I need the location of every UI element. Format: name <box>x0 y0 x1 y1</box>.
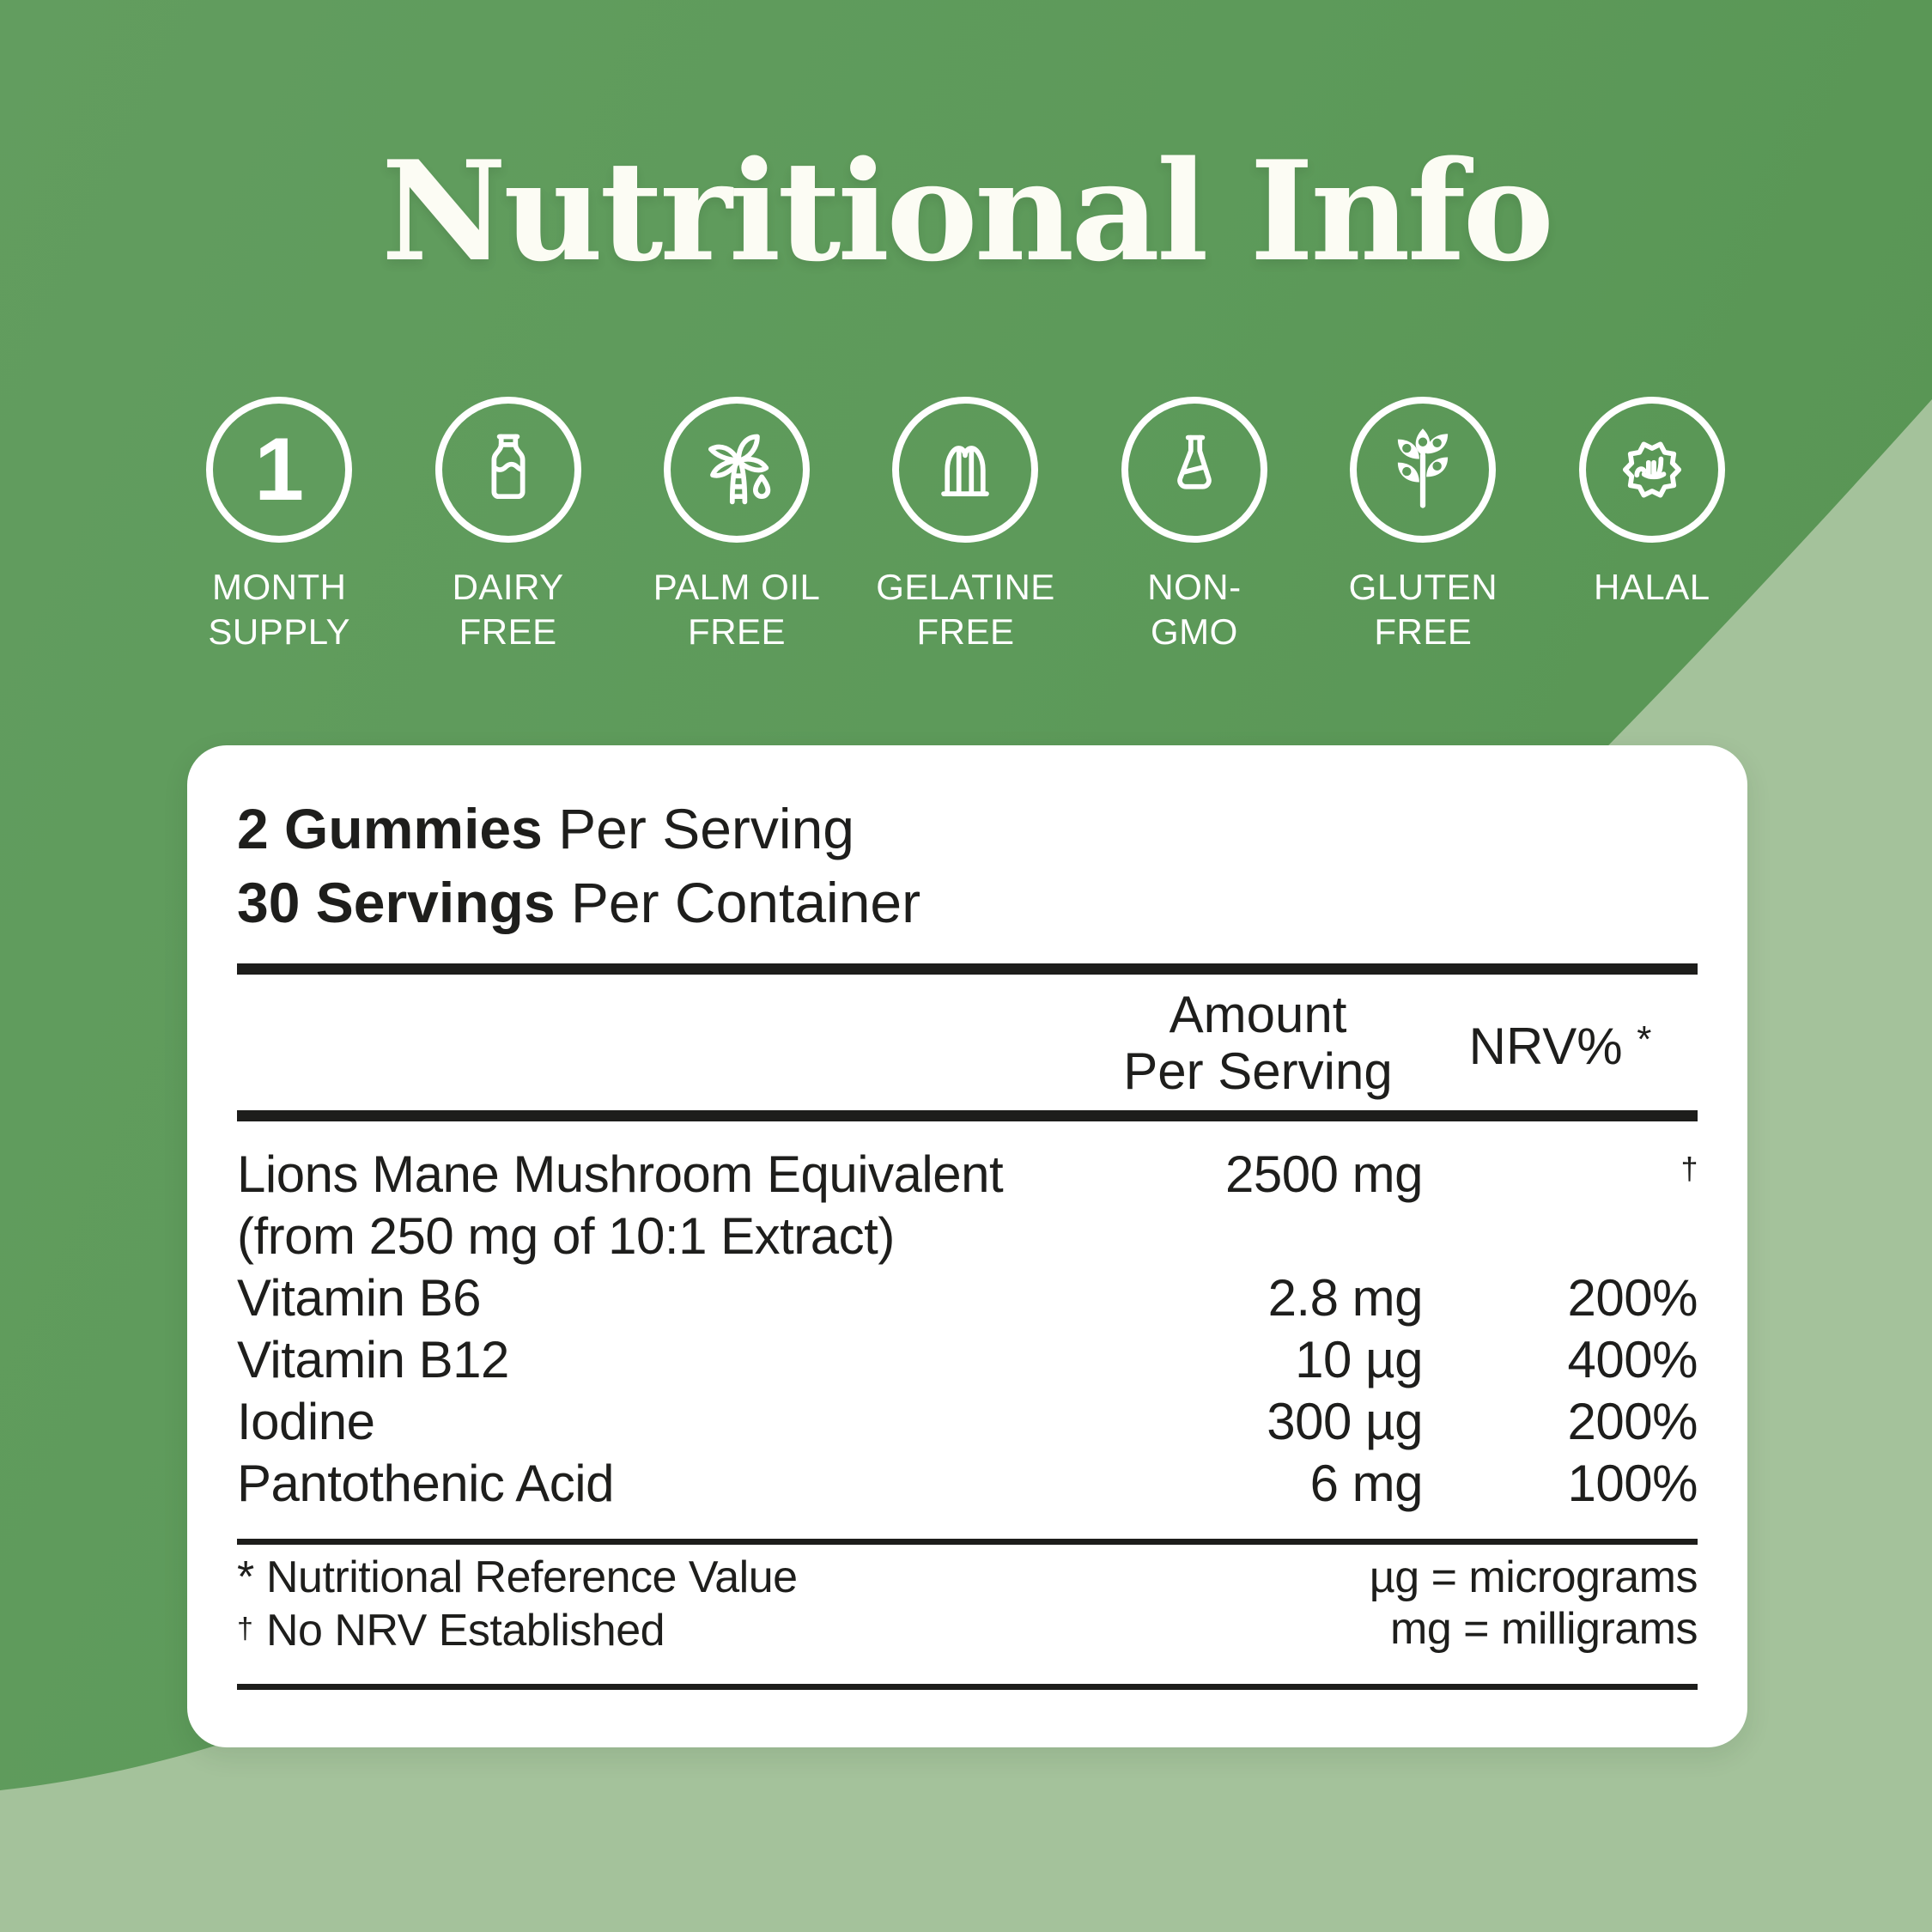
jelly-icon <box>941 446 990 496</box>
badge-circle: 1 <box>206 397 353 543</box>
badge-palm-oil-free: PALM OIL FREE <box>623 397 851 654</box>
divider-thick-top <box>237 963 1698 975</box>
badge-halal: HALAL <box>1538 397 1766 654</box>
badge-circle <box>892 397 1039 543</box>
table-row: Vitamin B12 10 µg 400% <box>237 1331 1698 1388</box>
lab-flask-icon <box>1177 434 1212 489</box>
nutrient-table: Lions Mane Mushroom Equivalent 2500 mg †… <box>237 1144 1698 1515</box>
table-header-row: Amount Per Serving NRV% * <box>237 987 1698 1100</box>
divider-thin-bottom <box>237 1684 1698 1690</box>
column-header-amount: Amount Per Serving <box>1123 986 1393 1100</box>
badge-month-supply: 1 MONTH SUPPLY <box>165 397 393 654</box>
dagger-mark: † <box>237 1613 253 1645</box>
badge-label: GELATINE <box>876 567 1055 607</box>
servings-per-serving-line: 2 Gummies Per Serving <box>237 797 854 860</box>
asterisk-mark: * <box>1637 1018 1652 1060</box>
footnote-milligrams: mg = milligrams <box>1390 1604 1698 1654</box>
badge-label: PALM OIL <box>653 567 821 607</box>
badge-non-gmo: NON- GMO <box>1080 397 1309 654</box>
table-row: Pantothenic Acid 6 mg 100% <box>237 1455 1698 1512</box>
number-1-icon: 1 <box>254 420 305 519</box>
badge-gluten-free: GLUTEN FREE <box>1309 397 1537 654</box>
milk-bottle-icon <box>491 434 526 500</box>
page-title: Nutritional Info <box>380 131 1554 292</box>
footnote-nrv: * Nutritional Reference Value <box>237 1552 798 1602</box>
footnote-no-nrv: † No NRV Established <box>237 1603 1370 1656</box>
badge-dairy-free: DAIRY FREE <box>393 397 622 654</box>
servings-per-container-line: 30 Servings Per Container <box>237 871 921 934</box>
badge-circle <box>1121 397 1267 543</box>
divider-thick-header <box>237 1110 1698 1121</box>
badge-label: NON- <box>1147 567 1242 607</box>
table-row: Lions Mane Mushroom Equivalent 2500 mg † <box>237 1144 1698 1206</box>
badge-circle <box>664 397 811 543</box>
wheat-leaves-icon <box>1398 428 1449 508</box>
nutrition-facts-panel: 2 Gummies Per Serving 30 Servings Per Co… <box>187 745 1747 1747</box>
badge-label: DAIRY <box>452 567 564 607</box>
badge-gelatine-free: GELATINE FREE <box>851 397 1079 654</box>
footnotes: * Nutritional Reference Value † No NRV Est… <box>237 1552 1698 1656</box>
footnote-micrograms: µg = micrograms <box>1369 1552 1698 1602</box>
dagger-mark: † <box>1680 1151 1698 1186</box>
table-row: Vitamin B6 2.8 mg 200% <box>237 1269 1698 1327</box>
palm-tree-icon <box>708 434 771 505</box>
feature-badges-row: 1 MONTH SUPPLY DAIRY FREE <box>165 397 1766 654</box>
badge-label: HALAL <box>1593 567 1710 607</box>
badge-circle <box>434 397 581 543</box>
halal-badge-icon <box>1622 441 1681 498</box>
table-row: (from 250 mg of 10:1 Extract) <box>237 1207 895 1265</box>
badge-label: MONTH <box>211 567 347 607</box>
column-header-nrv: NRV% * <box>1468 1018 1652 1075</box>
divider-thin-footnotes <box>237 1539 1698 1545</box>
badge-circle <box>1578 397 1725 543</box>
badge-label: GLUTEN <box>1348 567 1498 607</box>
badge-circle <box>1350 397 1497 543</box>
table-row: Iodine 300 µg 200% <box>237 1393 1698 1450</box>
asterisk-mark: * <box>237 1552 254 1602</box>
